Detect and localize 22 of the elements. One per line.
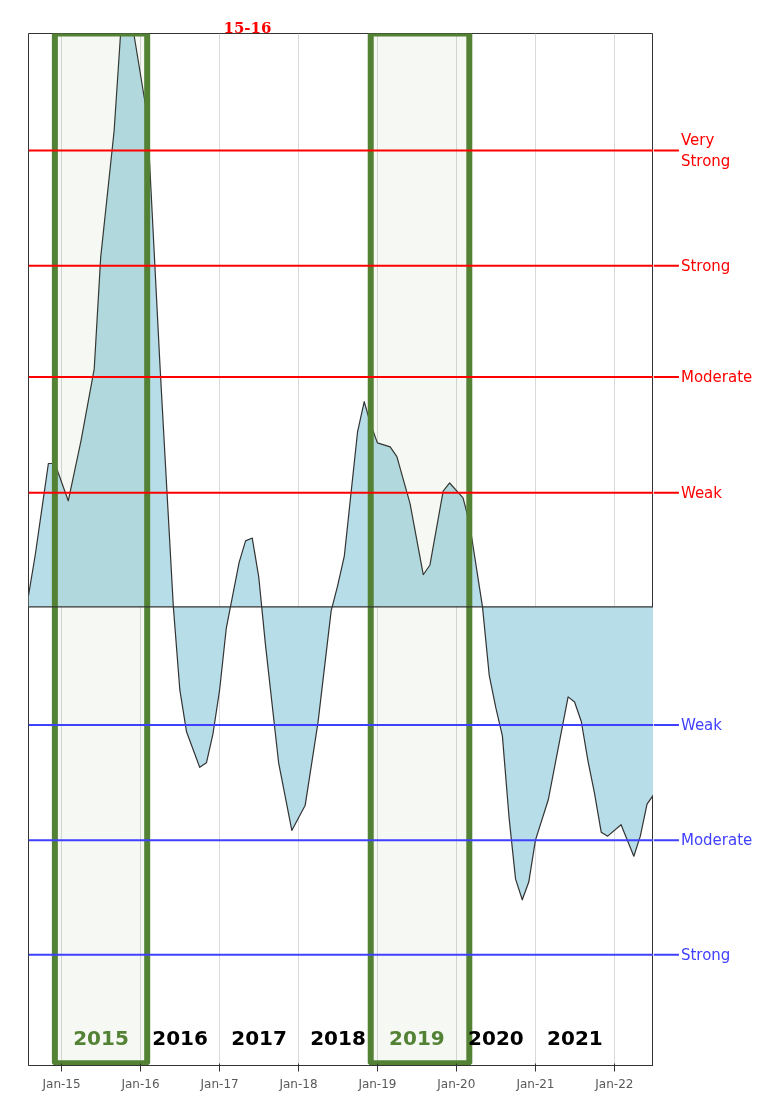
text: 2016 xyxy=(152,1025,208,1050)
x-tick-label: Jan-19 xyxy=(357,1076,397,1091)
ref-line-label: Moderate xyxy=(680,831,753,850)
text: 2015 xyxy=(73,1025,129,1050)
ref-line-label: Strong xyxy=(680,945,731,964)
x-tick-label: Jan-18 xyxy=(278,1076,318,1091)
x-tick-label: Jan-16 xyxy=(120,1076,160,1091)
text: 2017 xyxy=(231,1025,287,1050)
x-tick-label: Jan-20 xyxy=(436,1076,476,1091)
x-tick-label: Jan-17 xyxy=(199,1076,239,1091)
ref-line-label: Weak xyxy=(680,483,723,502)
x-tick-label: Jan-21 xyxy=(515,1076,555,1091)
chart-title: 15-16 xyxy=(223,18,272,37)
text: 2019 xyxy=(389,1025,445,1050)
text: 2021 xyxy=(547,1025,603,1050)
text: 2018 xyxy=(310,1025,366,1050)
x-tick-label: Jan-22 xyxy=(594,1076,634,1091)
x-tick-label: Jan-15 xyxy=(41,1076,81,1091)
ref-line-label: Moderate xyxy=(680,367,753,386)
ref-line-label: Weak xyxy=(680,715,723,734)
ref-line-label: Very Strong xyxy=(680,130,731,171)
ref-line-label: Strong xyxy=(680,256,731,275)
